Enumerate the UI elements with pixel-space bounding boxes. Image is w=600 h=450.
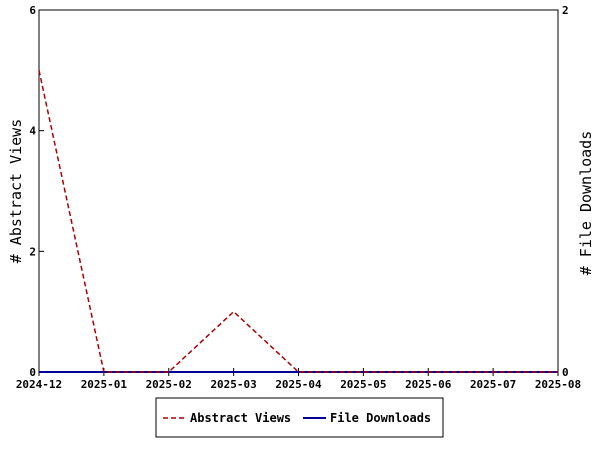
y-left-tick-label: 0: [29, 366, 36, 379]
x-tick-label: 2025-01: [81, 378, 128, 391]
y-left-tick-label: 4: [29, 125, 36, 138]
legend-box: [155, 397, 444, 438]
x-tick-label: 2025-05: [340, 378, 386, 391]
y-right-axis-title: # File Downloads: [577, 131, 595, 276]
legend: Abstract Views File Downloads: [155, 397, 444, 438]
x-tick-label: 2025-06: [405, 378, 452, 391]
x-tick-label: 2025-02: [146, 378, 192, 391]
x-tick-label: 2025-08: [535, 378, 581, 391]
y-left-axis-title: # Abstract Views: [7, 119, 25, 264]
x-tick-label: 2025-04: [275, 378, 322, 391]
y-right-tick-label: 2: [562, 4, 569, 17]
plot-area: [38, 9, 559, 373]
y-left-tick-label: 6: [29, 4, 36, 17]
x-tick-label: 2024-12: [16, 378, 62, 391]
y-left-tick-label: 2: [29, 245, 36, 258]
legend-label-abstract-views: Abstract Views: [190, 411, 291, 425]
y-right-tick-label: 0: [562, 366, 569, 379]
series-line-abstract-views: [38, 70, 558, 373]
x-tick-label: 2025-07: [470, 378, 516, 391]
x-tick-label: 2025-03: [210, 378, 256, 391]
legend-label-file-downloads: File Downloads: [330, 411, 431, 425]
series-layer: [38, 70, 558, 373]
x-axis-ticks: 2024-12 2025-01 2025-02 2025-03 2025-04 2025-…: [16, 368, 581, 391]
